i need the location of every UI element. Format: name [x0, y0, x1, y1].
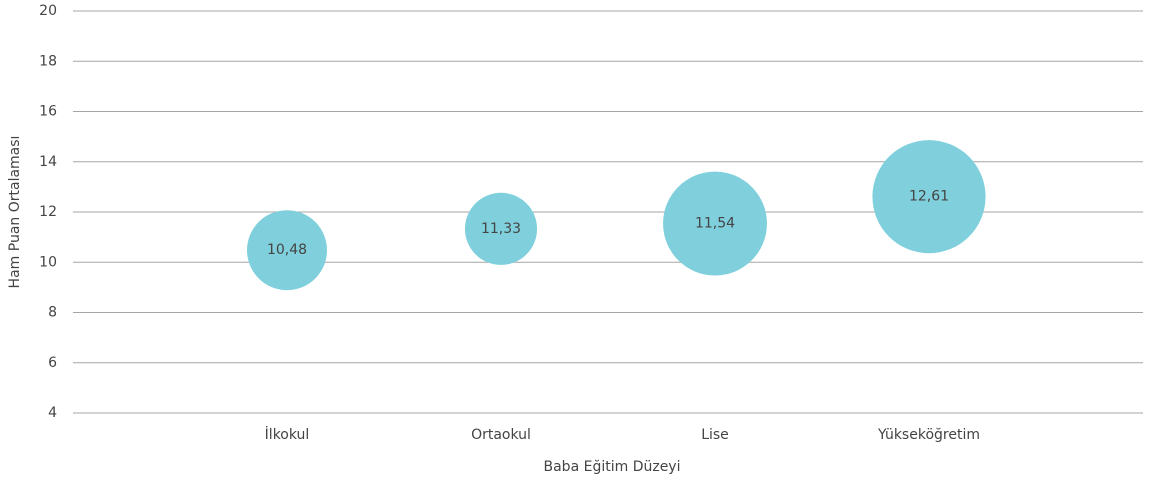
y-tick-label: 8 — [48, 305, 57, 321]
bubble — [872, 140, 986, 254]
bubble — [247, 210, 327, 291]
bubble — [663, 171, 767, 276]
x-tick-label: Ortaokul — [471, 427, 531, 443]
data-label: 11,33 — [481, 221, 521, 237]
y-tick-label: 16 — [39, 104, 57, 120]
y-tick-label: 18 — [39, 53, 57, 69]
bubble — [464, 192, 538, 265]
x-axis-label: Baba Eğitim Düzeyi — [544, 459, 681, 475]
y-tick-label: 4 — [48, 405, 57, 421]
data-label: 11,54 — [695, 216, 735, 232]
data-label: 10,48 — [267, 242, 307, 258]
x-tick-label: Yükseköğretim — [877, 427, 980, 443]
y-tick-label: 12 — [39, 204, 57, 220]
y-tick-label: 6 — [48, 355, 57, 371]
x-tick-label: Lise — [701, 427, 729, 443]
y-tick-label: 10 — [39, 254, 57, 270]
y-axis-label: Ham Puan Ortalaması — [7, 136, 23, 289]
y-tick-label: 14 — [39, 154, 57, 170]
data-label: 12,61 — [909, 189, 949, 205]
x-tick-label: İlkokul — [265, 425, 310, 443]
y-tick-label: 20 — [39, 3, 57, 19]
